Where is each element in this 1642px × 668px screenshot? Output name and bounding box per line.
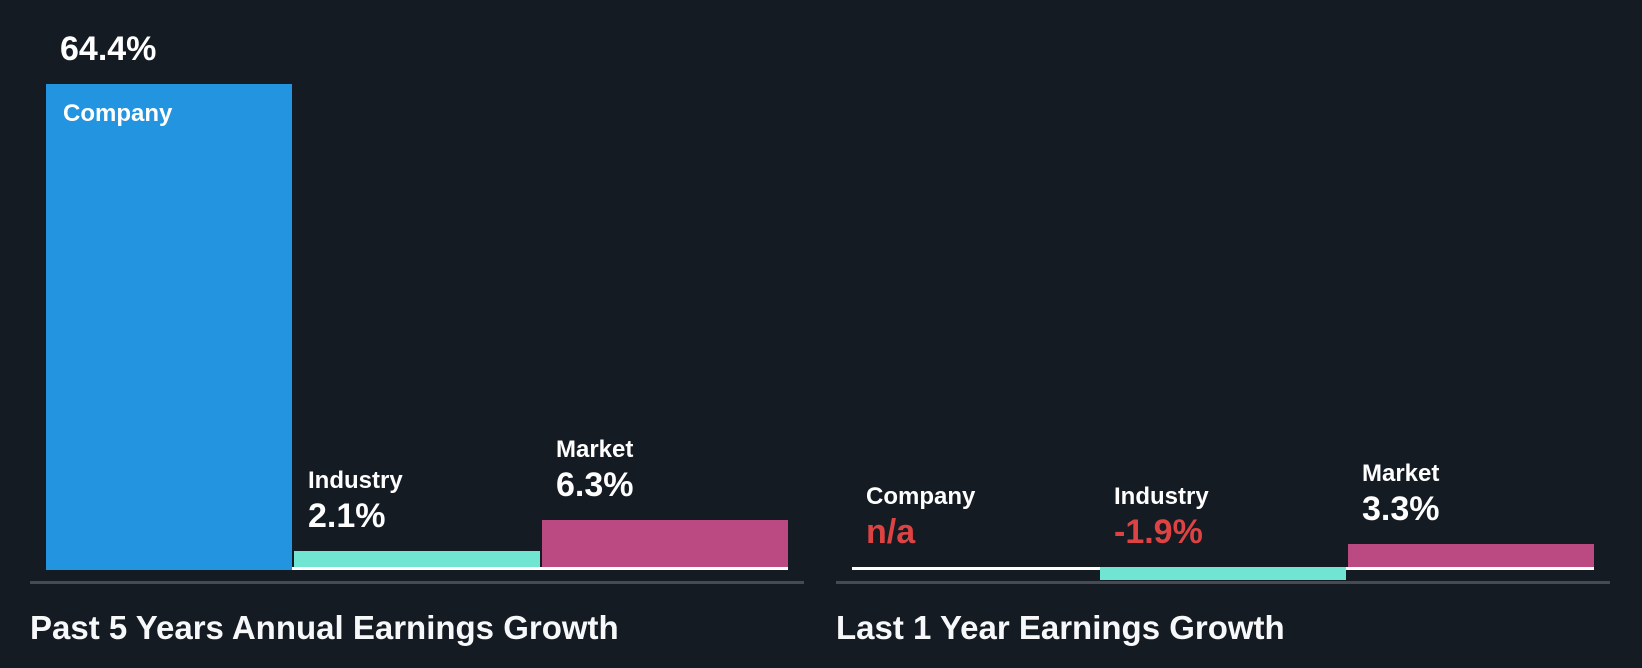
bar-value-company: n/a (866, 513, 916, 551)
baseline-axis (46, 567, 788, 570)
bar-column-market: Market 3.3% (1348, 0, 1594, 567)
bar-label-company: Company (866, 483, 976, 510)
plot-area-past-5-years: Company 64.4% Industry 2.1% Market 6.3% (30, 0, 804, 570)
separator-line (30, 581, 804, 584)
chart-panel-last-1-year: Company n/a Industry -1.9% Market 3.3% Last 1… (836, 0, 1610, 646)
chart-title: Past 5 Years Annual Earnings Growth (30, 609, 619, 646)
bar-label-market: Market (1362, 460, 1440, 487)
separator-line (836, 581, 1610, 584)
bar-label-market: Market (556, 436, 634, 463)
bar-label-industry: Industry (308, 467, 403, 494)
bar-column-industry: Industry 2.1% (294, 0, 540, 567)
bar-value-market: 6.3% (556, 466, 634, 504)
bar-value-industry: 2.1% (308, 497, 386, 535)
bar-value-company: 64.4% (60, 30, 157, 68)
bar-market (1348, 544, 1594, 567)
bar-company: Company (46, 84, 292, 570)
bar-column-industry: Industry -1.9% (1100, 0, 1346, 580)
label-block-industry: Industry 2.1% (308, 466, 403, 536)
label-block-industry: Industry -1.9% (1114, 482, 1209, 552)
bar-label-industry: Industry (1114, 483, 1209, 510)
plot-area-last-1-year: Company n/a Industry -1.9% Market 3.3% (836, 0, 1610, 580)
label-block-market: Market 6.3% (556, 435, 634, 505)
label-block-company: Company n/a (866, 482, 975, 552)
bar-value-market: 3.3% (1362, 490, 1440, 528)
bar-column-company: Company 64.4% (46, 0, 292, 570)
charts-row: Company 64.4% Industry 2.1% Market 6.3% Past … (30, 0, 1610, 646)
bar-value-industry: -1.9% (1114, 513, 1203, 551)
bars-container: Company n/a Industry -1.9% Market 3.3% (852, 0, 1594, 580)
label-block-market: Market 3.3% (1362, 459, 1440, 529)
bar-industry (294, 551, 540, 567)
bars-container: Company 64.4% Industry 2.1% Market 6.3% (46, 0, 788, 570)
bar-market (542, 520, 788, 567)
chart-panel-past-5-years: Company 64.4% Industry 2.1% Market 6.3% Past … (30, 0, 804, 646)
bar-column-market: Market 6.3% (542, 0, 788, 567)
bar-label-company: Company (63, 100, 173, 127)
bar-column-company: Company n/a (852, 0, 1098, 567)
label-block-company: 64.4% (60, 29, 156, 69)
bar-industry (1100, 567, 1346, 580)
chart-title: Last 1 Year Earnings Growth (836, 609, 1285, 646)
